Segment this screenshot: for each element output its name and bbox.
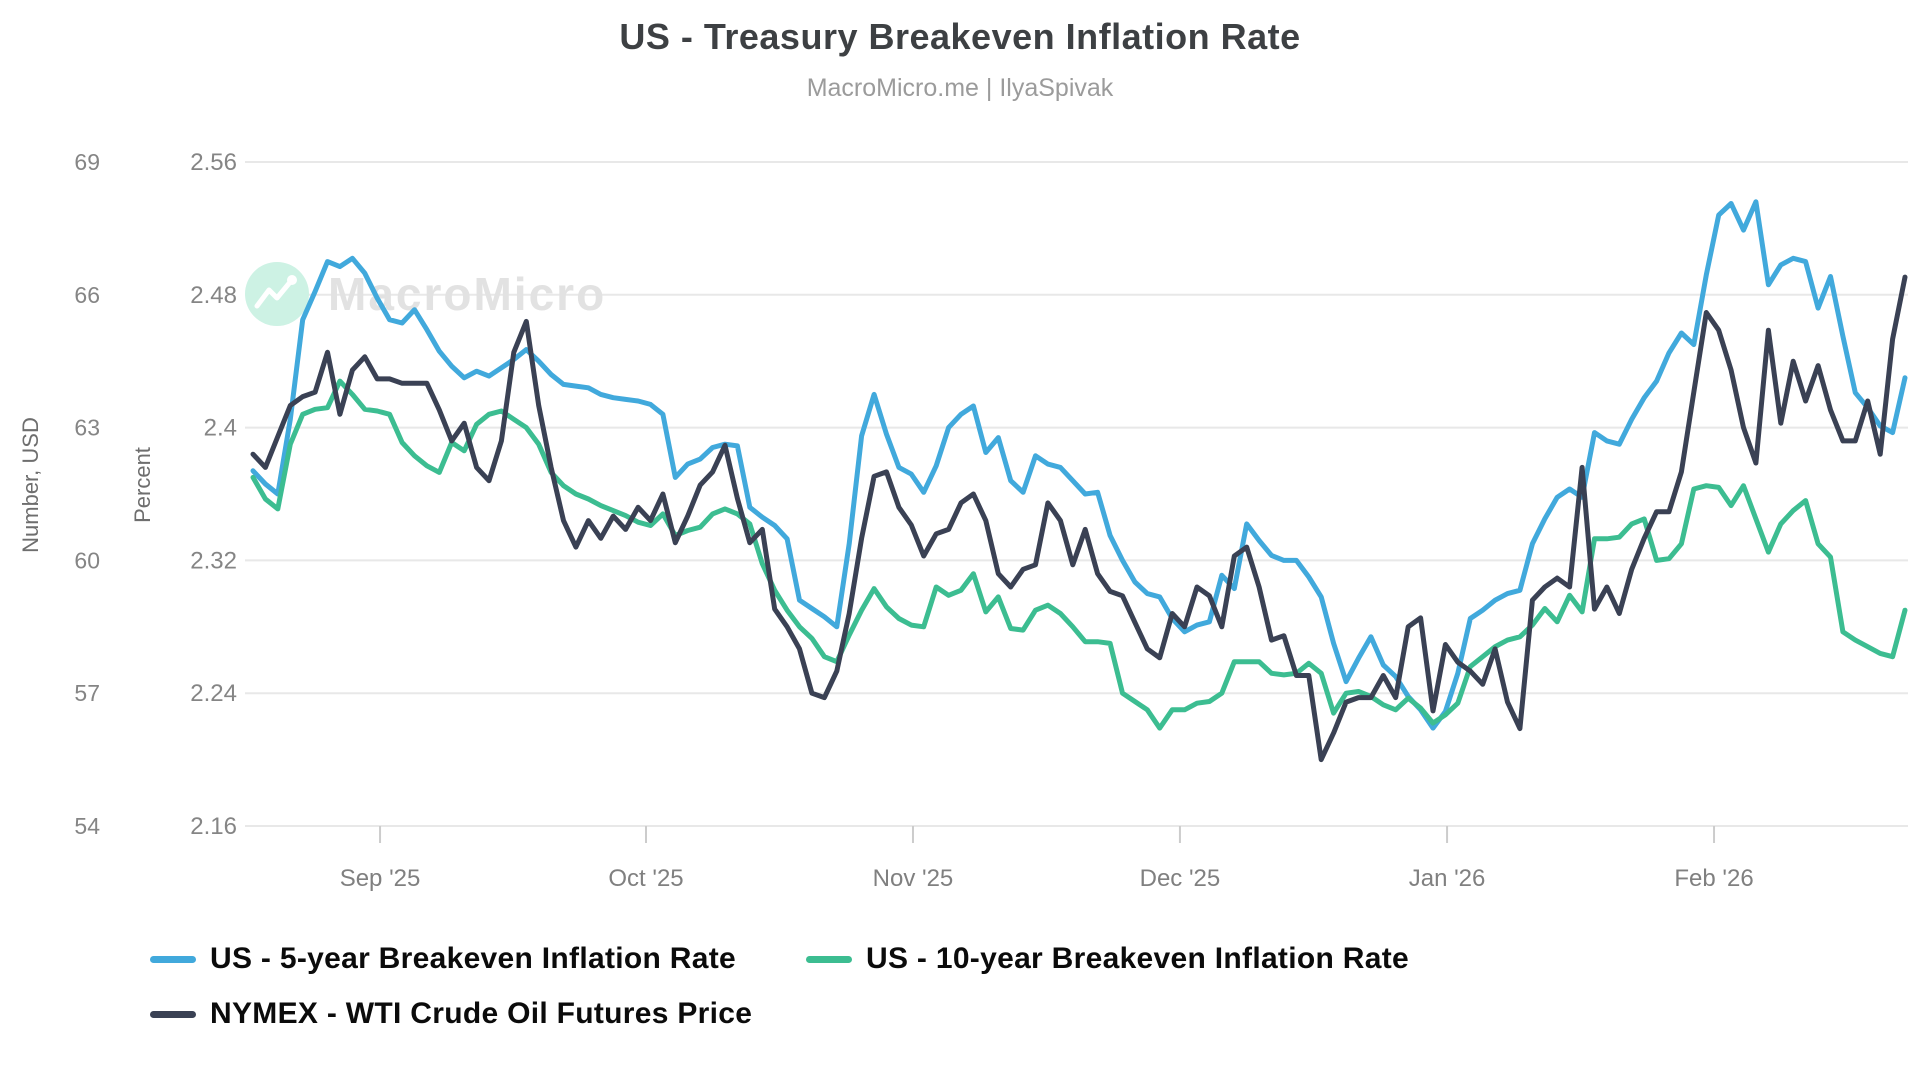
y-axis-title-usd: Number, USD [18, 417, 43, 553]
legend-label-5y: US - 5-year Breakeven Inflation Rate [210, 942, 736, 975]
y-axis-label-percent: 2.16 [190, 813, 237, 840]
y-axis-label-percent: 2.32 [190, 547, 237, 574]
watermark-logo-line-icon [254, 278, 294, 309]
watermark-logo-dot-icon [287, 275, 297, 285]
legend-item-5y-breakeven[interactable]: US - 5-year Breakeven Inflation Rate [150, 942, 736, 976]
legend-item-wti-futures[interactable]: NYMEX - WTI Crude Oil Futures Price [150, 997, 752, 1031]
legend: US - 5-year Breakeven Inflation Rate US … [150, 942, 1409, 1052]
legend-swatch-wti-icon [150, 1010, 196, 1018]
watermark-text: MacroMicro [328, 268, 606, 320]
y-axis-label-percent: 2.48 [190, 282, 237, 309]
y-axis-label-usd: 54 [74, 813, 100, 839]
x-axis-label: Dec '25 [1140, 865, 1221, 892]
legend-swatch-5y-icon [150, 955, 196, 963]
chart-title: US - Treasury Breakeven Inflation Rate [619, 16, 1301, 57]
watermark-logo-icon [245, 262, 309, 326]
legend-swatch-10y-icon [806, 955, 852, 963]
y-axis-label-usd: 69 [74, 149, 100, 175]
legend-row: US - 5-year Breakeven Inflation Rate US … [150, 942, 1409, 976]
x-axis-label: Sep '25 [340, 865, 421, 892]
y-axis-label-usd: 66 [74, 282, 100, 308]
series-line-wti-futures[interactable] [250, 274, 1908, 763]
y-axis-label-percent: 2.56 [190, 149, 237, 176]
x-axis-label: Jan '26 [1409, 865, 1486, 892]
y-axis-label-percent: 2.24 [190, 680, 237, 707]
series-line-10y-breakeven[interactable] [250, 378, 1908, 731]
legend-row: NYMEX - WTI Crude Oil Futures Price [150, 997, 1409, 1031]
legend-item-10y-breakeven[interactable]: US - 10-year Breakeven Inflation Rate [806, 942, 1409, 976]
y-axis-label-usd: 57 [74, 680, 100, 706]
y-axis-label-usd: 63 [74, 415, 100, 441]
legend-label-wti: NYMEX - WTI Crude Oil Futures Price [210, 997, 753, 1030]
y-axis-label-percent: 2.4 [204, 415, 237, 442]
y-axis-title-percent: Percent [130, 447, 155, 523]
x-axis-label: Oct '25 [608, 865, 683, 892]
y-axis-label-usd: 60 [74, 547, 100, 573]
legend-label-10y: US - 10-year Breakeven Inflation Rate [866, 942, 1409, 975]
x-axis-label: Nov '25 [873, 865, 954, 892]
chart-subtitle: MacroMicro.me | IlyaSpivak [806, 74, 1114, 102]
x-axis-label: Feb '26 [1674, 865, 1753, 892]
